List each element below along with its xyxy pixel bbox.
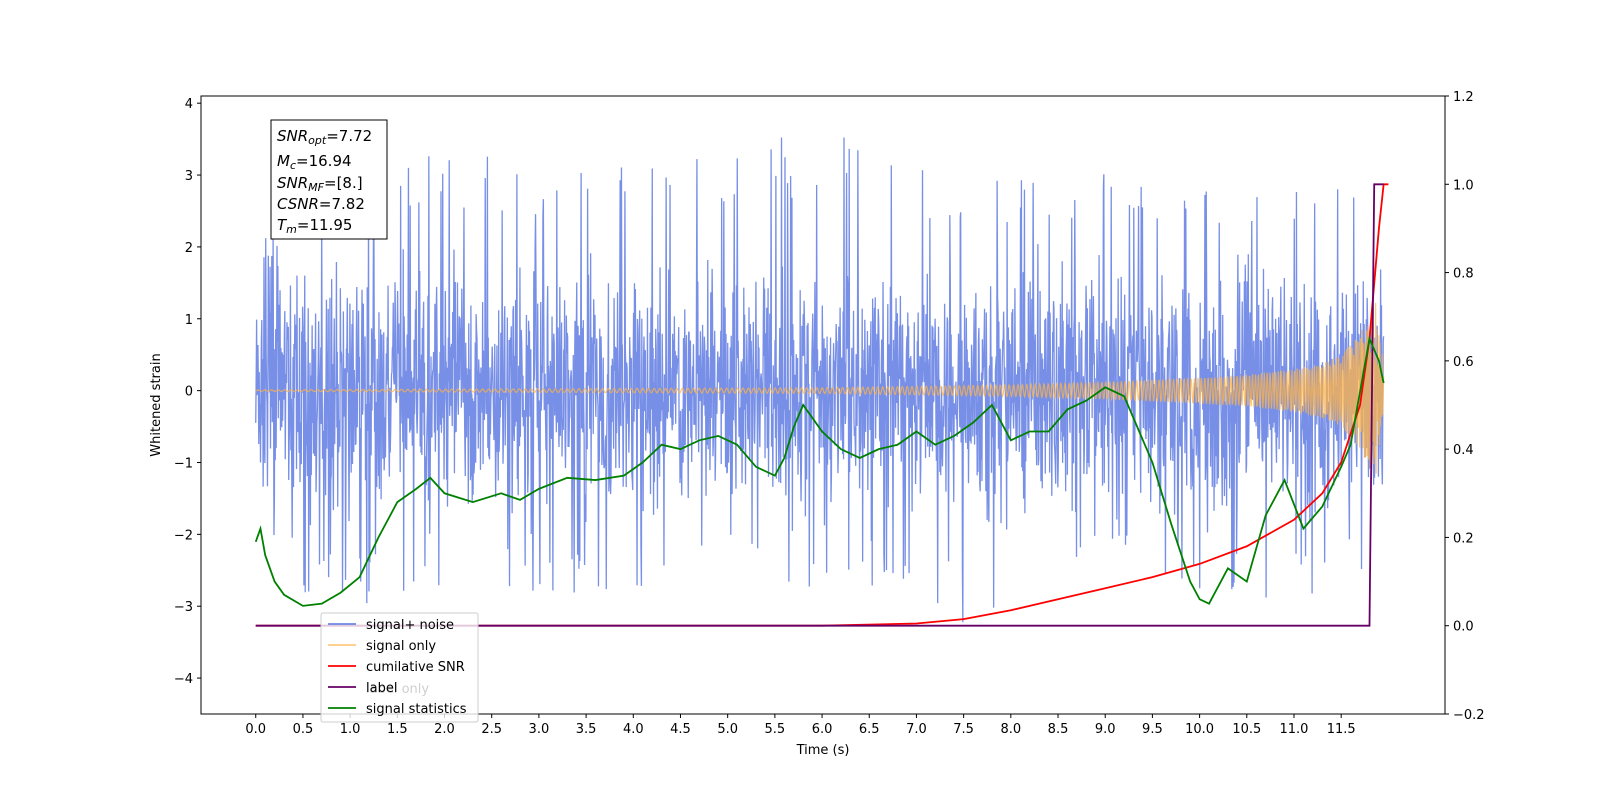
y-tick-label: 2 (185, 241, 193, 256)
x-tick-label: 0.5 (293, 722, 314, 737)
y2-tick-label: −0.2 (1453, 708, 1485, 723)
y2-tick-label: 0.8 (1453, 267, 1474, 282)
x-tick-label: 1.0 (340, 722, 361, 737)
x-tick-label: 9.5 (1142, 722, 1163, 737)
x-axis: 0.0 0.5 1.0 1.5 2.0 2.5 3.0 3.5 4.0 4.5 5.0 5.5 6.0 6… (245, 714, 1356, 737)
series-signal-only (255, 303, 1385, 474)
x-tick-label: 11.5 (1327, 722, 1356, 737)
x-tick-label: 5.5 (765, 722, 786, 737)
series-signal-statistics (254, 335, 1385, 607)
x-tick-label: 8.0 (1000, 722, 1021, 737)
y2-tick-label: 0.4 (1453, 443, 1474, 458)
x-tick-label: 10.0 (1185, 722, 1214, 737)
x-axis-label: Time (s) (796, 743, 850, 758)
x-tick-label: 5.0 (717, 722, 738, 737)
x-tick-label: 4.5 (670, 722, 691, 737)
info-line: Tm=11.95 (277, 216, 352, 236)
x-tick-label: 3.5 (576, 722, 597, 737)
info-line: CSNR=7.82 (277, 195, 365, 213)
y2-tick-label: 0.2 (1453, 531, 1474, 546)
y-tick-label: −2 (174, 528, 193, 543)
info-line: Mc=16.94 (277, 152, 352, 172)
y-tick-label: 1 (185, 313, 193, 328)
x-tick-label: 0.0 (245, 722, 266, 737)
legend-entry: label (366, 681, 397, 696)
x-tick-label: 4.0 (623, 722, 644, 737)
y-tick-label: −1 (174, 456, 193, 471)
legend-entry: signal statistics (366, 702, 467, 717)
plot-area (254, 137, 1389, 627)
x-tick-label: 1.5 (387, 722, 408, 737)
legend: label only signal+ noise signal only cumila… (320, 612, 479, 723)
series-label (255, 183, 1384, 627)
x-tick-label: 6.5 (859, 722, 880, 737)
y-axis-left: 4 3 2 1 0 −1 −2 −3 −4 (174, 97, 201, 687)
y2-tick-label: 1.0 (1453, 178, 1474, 193)
x-tick-label: 2.5 (481, 722, 502, 737)
legend-entry: signal+ noise (366, 618, 454, 633)
x-tick-label: 10.5 (1232, 722, 1261, 737)
y-tick-label: 0 (185, 385, 193, 400)
y-axis-label: Whitened strain (149, 353, 164, 456)
legend-entry: signal only (366, 639, 436, 654)
y-tick-label: 3 (185, 169, 193, 184)
y-axis-right: 1.2 1.0 0.8 0.6 0.4 0.2 0.0 −0.2 (1445, 90, 1485, 723)
legend-ghost-text: label only (366, 682, 429, 697)
info-line: SNRMF=[8.] (277, 174, 363, 194)
x-tick-label: 3.0 (529, 722, 550, 737)
x-tick-label: 11.0 (1280, 722, 1309, 737)
info-box-frame (270, 119, 388, 240)
y2-tick-label: 1.2 (1453, 90, 1474, 105)
y-tick-label: 4 (185, 97, 193, 112)
info-line: SNRopt=7.72 (277, 127, 372, 147)
x-tick-label: 8.5 (1048, 722, 1069, 737)
legend-entry: cumilative SNR (366, 660, 465, 675)
axes-frame (200, 95, 1446, 715)
x-tick-label: 2.0 (434, 722, 455, 737)
series-cumulative-snr (255, 183, 1389, 627)
x-tick-label: 9.0 (1095, 722, 1116, 737)
x-tick-label: 7.5 (953, 722, 974, 737)
x-tick-label: 6.0 (812, 722, 833, 737)
y2-tick-label: 0.0 (1453, 620, 1474, 635)
y2-tick-label: 0.6 (1453, 355, 1474, 370)
y-tick-label: −4 (174, 672, 193, 687)
legend-frame (320, 612, 479, 723)
x-tick-label: 7.0 (906, 722, 927, 737)
y-tick-label: −3 (174, 600, 193, 615)
